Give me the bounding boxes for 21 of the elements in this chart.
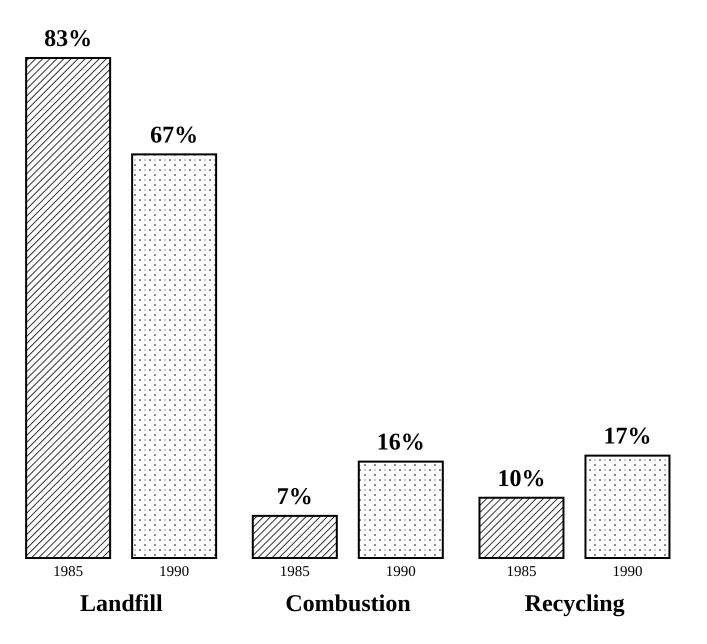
- data-label: 10%: [497, 466, 546, 492]
- bar: [131, 153, 218, 559]
- text: 1985: [280, 564, 310, 580]
- data-label: 67%: [150, 122, 198, 148]
- x-tick-label: Combustion: [285, 591, 411, 618]
- text: 1990: [612, 564, 642, 580]
- data-label: 7%: [276, 484, 313, 510]
- bar: [584, 454, 670, 559]
- data-label: 17%: [603, 424, 652, 450]
- series-label: 1990: [159, 564, 190, 580]
- bar: [252, 514, 338, 559]
- x-tick-label: Recycling: [524, 591, 625, 618]
- bar: [358, 460, 444, 559]
- bar: [25, 57, 112, 559]
- data-label: 16%: [376, 430, 425, 456]
- data-label: 83%: [44, 26, 92, 52]
- text: 1990: [386, 564, 416, 580]
- text: 1985: [506, 564, 536, 580]
- series-label: 1985: [53, 564, 84, 580]
- x-tick-label: Landfill: [80, 591, 164, 618]
- bar: [478, 496, 564, 559]
